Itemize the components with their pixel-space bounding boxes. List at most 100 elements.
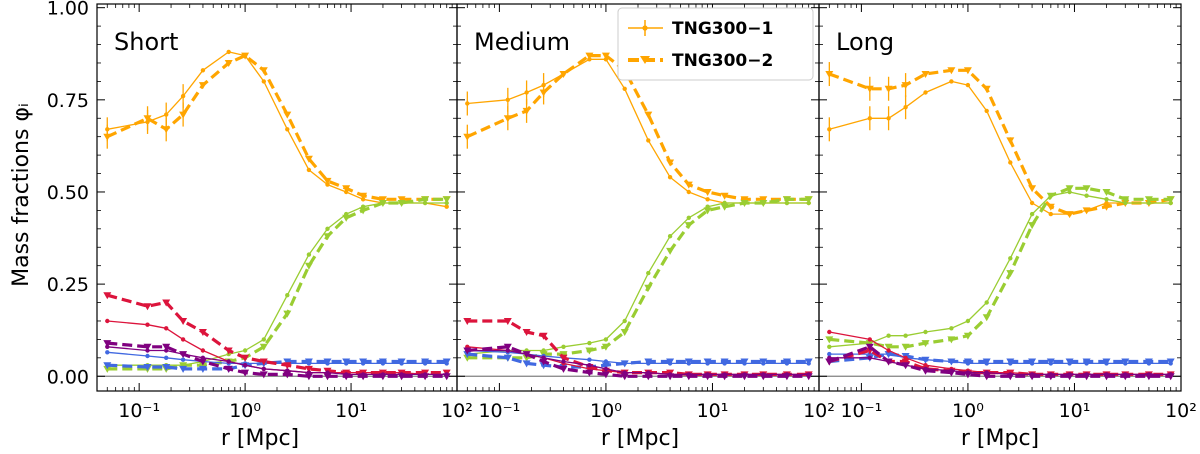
- data-point: [179, 365, 188, 373]
- data-point: [684, 181, 693, 189]
- data-point: [644, 358, 653, 366]
- data-point: [421, 196, 430, 204]
- data-point: [342, 358, 351, 366]
- data-point: [982, 373, 991, 381]
- data-point: [921, 367, 930, 375]
- x-axis-label-long: r [Mpc]: [961, 426, 1039, 451]
- data-point: [1006, 358, 1015, 366]
- panels: 10⁻¹ 10⁰ 10¹ 10²0.000.250.500.751.00Short10…: [47, 0, 1197, 422]
- x-tick-label: 10²: [803, 400, 835, 422]
- data-point: [622, 86, 627, 92]
- data-point: [667, 234, 673, 239]
- series-line-purple-dashed: [828, 345, 1171, 378]
- data-point: [622, 318, 627, 324]
- data-point: [342, 214, 351, 222]
- data-point: [949, 326, 954, 331]
- data-point: [666, 358, 675, 366]
- panel-title-2: Long: [836, 28, 894, 56]
- data-point: [1102, 358, 1111, 366]
- data-point: [103, 133, 112, 141]
- data-point: [585, 347, 594, 355]
- data-point: [200, 68, 206, 73]
- data-point: [397, 373, 406, 381]
- data-point: [143, 343, 152, 351]
- data-point: [1065, 211, 1074, 219]
- data-point: [620, 329, 629, 336]
- data-point: [304, 262, 313, 270]
- data-point: [162, 299, 171, 307]
- data-point: [179, 351, 188, 359]
- data-point: [1029, 211, 1035, 217]
- data-point: [720, 358, 729, 366]
- data-point: [867, 337, 872, 342]
- data-point: [241, 369, 250, 377]
- x-tick-label: 10⁰: [229, 400, 261, 422]
- data-point: [162, 343, 171, 351]
- data-point: [164, 355, 169, 360]
- data-point: [1028, 358, 1037, 366]
- series-line-green-solid: [467, 202, 809, 355]
- y-tick-label: 1.00: [47, 0, 89, 20]
- x-tick-label: 10²: [441, 400, 473, 422]
- data-point: [886, 116, 891, 121]
- data-point: [884, 358, 893, 366]
- data-point: [827, 329, 832, 335]
- data-point: [105, 318, 110, 324]
- data-point: [524, 90, 529, 95]
- data-point: [646, 270, 651, 276]
- data-point: [684, 373, 693, 381]
- x-tick-label: 10¹: [335, 400, 367, 422]
- data-point: [522, 351, 531, 359]
- data-point: [686, 215, 691, 220]
- panel-0: 10⁻¹ 10⁰ 10¹ 10² 0.00 0.25 0.50 0.75 1.00 Short: [47, 0, 473, 422]
- data-point: [378, 196, 387, 204]
- data-point: [162, 364, 171, 371]
- data-point: [982, 85, 991, 93]
- plot-area-0: [97, 49, 457, 381]
- data-point: [224, 365, 233, 373]
- data-point: [522, 360, 531, 368]
- data-point: [226, 359, 231, 364]
- data-point: [397, 200, 406, 207]
- data-point: [378, 200, 387, 207]
- data-point: [965, 318, 971, 324]
- data-point: [963, 358, 972, 366]
- data-point: [1166, 373, 1175, 381]
- data-point: [259, 67, 268, 75]
- data-point: [1082, 185, 1091, 193]
- y-tick-label: 0.75: [47, 90, 89, 112]
- data-point: [782, 196, 791, 204]
- data-point: [1144, 358, 1153, 366]
- data-point: [886, 333, 891, 338]
- data-point: [982, 314, 991, 322]
- data-point: [901, 343, 910, 351]
- data-point: [1121, 373, 1130, 381]
- data-point: [539, 89, 548, 97]
- data-point: [587, 340, 592, 346]
- series-line-green-dashed: [107, 197, 447, 371]
- x-tick-label: 10⁰: [590, 400, 622, 422]
- data-point: [323, 358, 332, 366]
- legend-marker-tng300-1: [642, 25, 648, 31]
- data-point: [179, 318, 188, 325]
- series-line-orange-solid: [107, 51, 447, 208]
- data-point: [963, 371, 972, 379]
- x-axis-label-short: r [Mpc]: [221, 426, 299, 451]
- x-tick-label: 10⁻¹: [840, 400, 882, 422]
- data-point: [323, 373, 332, 381]
- x-tick-label: 10⁰: [952, 400, 984, 422]
- series-line-red-dashed: [467, 319, 809, 376]
- data-point: [1028, 222, 1037, 230]
- data-point: [200, 348, 206, 353]
- data-point: [759, 358, 768, 366]
- data-point: [198, 82, 207, 90]
- data-point: [921, 340, 930, 348]
- data-point: [1102, 189, 1111, 196]
- data-point: [666, 247, 675, 255]
- series-line-orange-dashed: [466, 53, 809, 201]
- data-point: [103, 292, 112, 300]
- series-line-orange-dashed: [106, 53, 447, 201]
- data-point: [559, 354, 568, 362]
- series-line-green-solid: [107, 202, 447, 366]
